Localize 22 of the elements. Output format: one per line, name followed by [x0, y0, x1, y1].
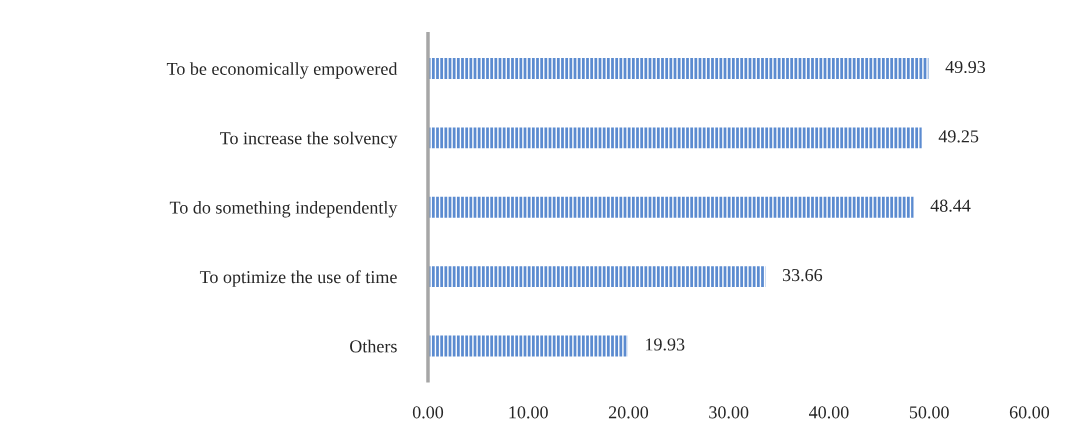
y-tick-label: Others — [350, 339, 397, 353]
y-tick-label: To increase the solvency — [220, 131, 398, 149]
y-tick-label: To do something independently — [169, 201, 398, 218]
y-tick-label: To optimize the use of time — [199, 270, 397, 287]
data-label: 49.25 — [938, 130, 979, 143]
x-tick-label: 60.00 — [1009, 406, 1050, 419]
x-tick-label: 50.00 — [909, 406, 949, 419]
x-tick-label: 10.00 — [509, 406, 548, 419]
x-tick-label: 0.00 — [412, 406, 444, 419]
data-label: 48.44 — [930, 199, 971, 212]
x-tick-label: 40.00 — [808, 406, 849, 419]
bar — [427, 335, 628, 357]
x-tick-label: 30.00 — [709, 406, 749, 419]
data-label: 19.93 — [646, 338, 685, 351]
x-tick-label: 20.00 — [608, 406, 649, 419]
bar — [427, 266, 766, 288]
bar — [427, 196, 914, 218]
bar — [427, 127, 922, 149]
y-tick-label: To be economically empowered — [166, 62, 398, 79]
data-label: 49.93 — [945, 60, 986, 74]
data-label: 33.66 — [782, 269, 823, 282]
bar — [427, 58, 929, 79]
